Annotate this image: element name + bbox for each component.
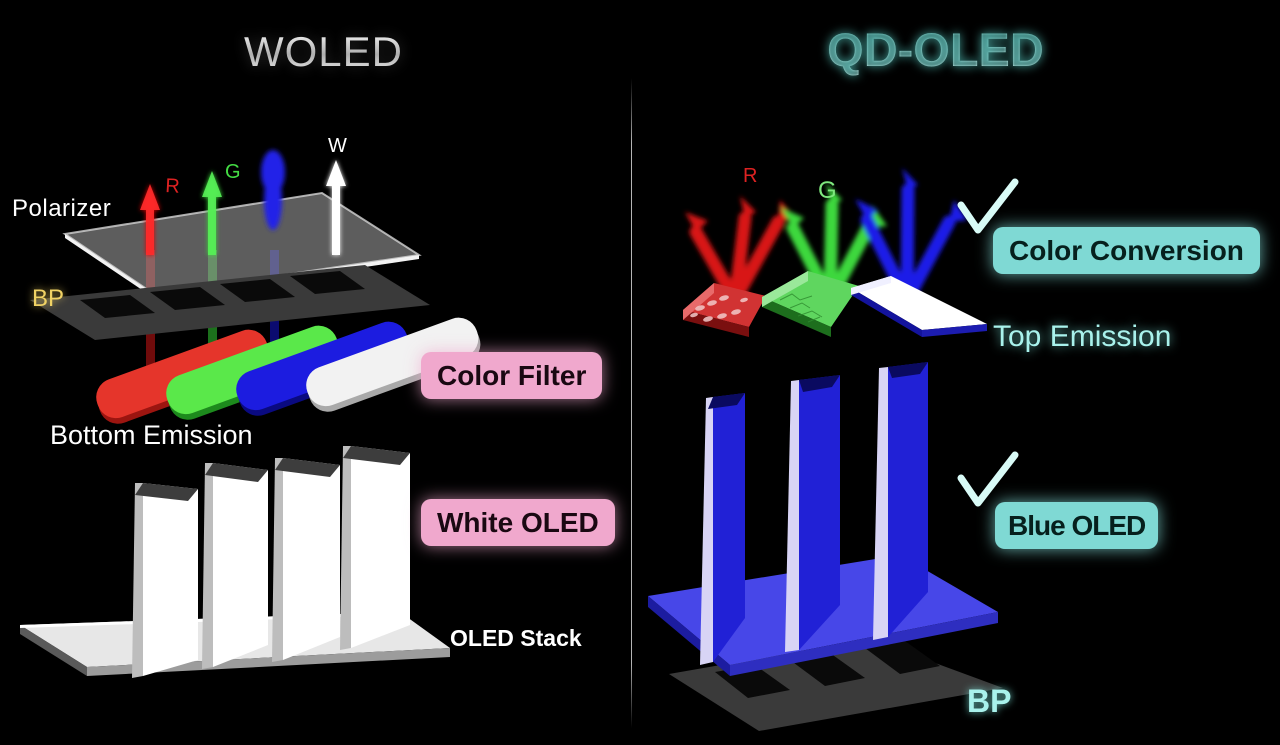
svg-text:R: R bbox=[743, 165, 757, 187]
svg-text:R: R bbox=[165, 175, 181, 198]
svg-text:G: G bbox=[818, 177, 837, 204]
svg-text:W: W bbox=[328, 135, 347, 157]
svg-text:G: G bbox=[225, 161, 241, 183]
